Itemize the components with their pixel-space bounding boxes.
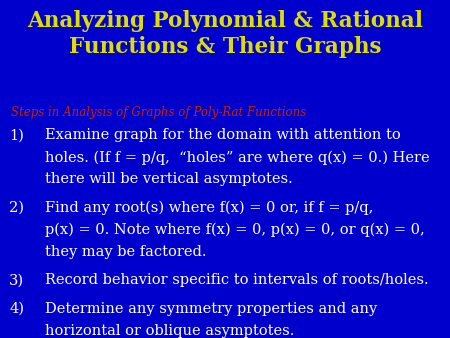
- Text: p(x) = 0. Note where f(x) = 0, p(x) = 0, or q(x) = 0,: p(x) = 0. Note where f(x) = 0, p(x) = 0,…: [45, 223, 425, 237]
- Text: horizontal or oblique asymptotes.: horizontal or oblique asymptotes.: [45, 324, 294, 338]
- Text: 3): 3): [9, 273, 24, 287]
- Text: Find any root(s) where f(x) = 0 or, if f = p/q,: Find any root(s) where f(x) = 0 or, if f…: [45, 201, 374, 215]
- Text: there will be vertical asymptotes.: there will be vertical asymptotes.: [45, 172, 293, 186]
- Text: Analyzing Polynomial & Rational
Functions & Their Graphs: Analyzing Polynomial & Rational Function…: [27, 10, 423, 58]
- Text: they may be factored.: they may be factored.: [45, 245, 207, 259]
- Text: holes. (If f = p/q,  “holes” are where q(x) = 0.) Here: holes. (If f = p/q, “holes” are where q(…: [45, 150, 430, 165]
- Text: Examine graph for the domain with attention to: Examine graph for the domain with attent…: [45, 128, 401, 142]
- Text: 4): 4): [9, 302, 24, 316]
- Text: Determine any symmetry properties and any: Determine any symmetry properties and an…: [45, 302, 377, 316]
- Text: 2): 2): [9, 201, 24, 215]
- Text: 1): 1): [9, 128, 24, 142]
- Text: Steps in Analysis of Graphs of Poly-Rat Functions: Steps in Analysis of Graphs of Poly-Rat …: [11, 106, 306, 119]
- Text: Record behavior specific to intervals of roots/holes.: Record behavior specific to intervals of…: [45, 273, 428, 287]
